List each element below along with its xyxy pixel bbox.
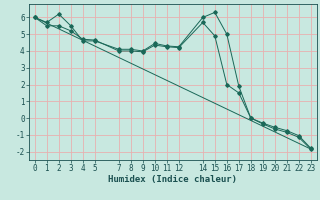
X-axis label: Humidex (Indice chaleur): Humidex (Indice chaleur) (108, 175, 237, 184)
